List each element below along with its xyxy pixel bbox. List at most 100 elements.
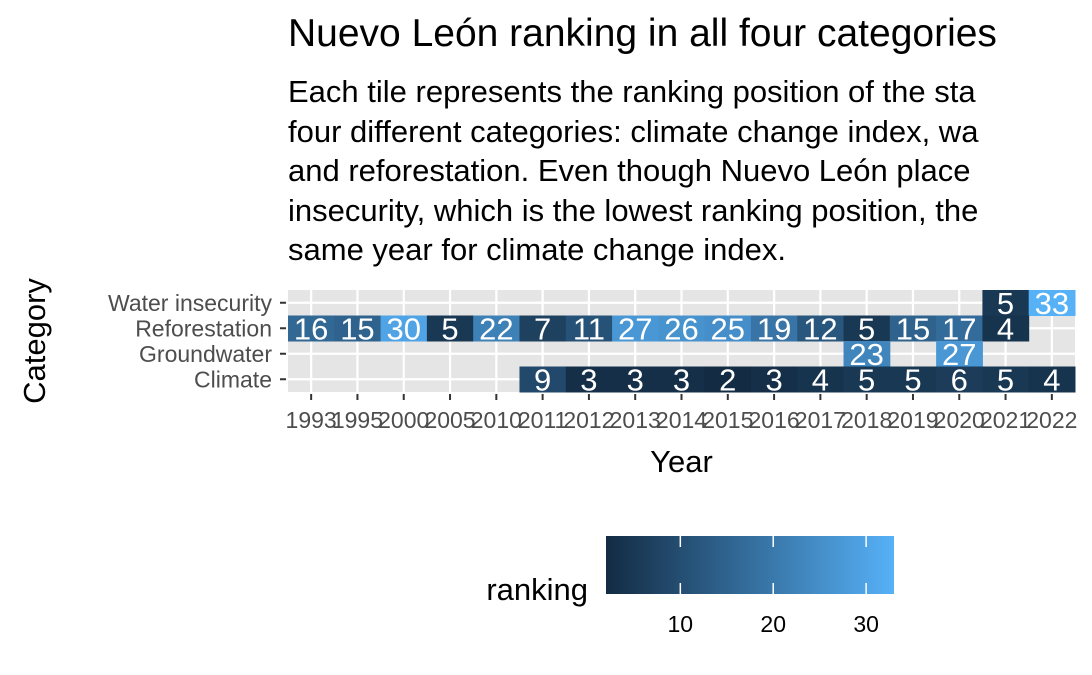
x-tick-label: 2000 bbox=[378, 407, 429, 433]
x-tick-label: 2022 bbox=[1026, 407, 1077, 433]
heatmap-tile bbox=[936, 341, 983, 367]
subtitle-line: four different categories: climate chang… bbox=[288, 113, 979, 149]
tile-value-label: 19 bbox=[757, 311, 791, 346]
legend-tick-label: 30 bbox=[853, 611, 879, 637]
x-tick-label: 2011 bbox=[518, 407, 567, 433]
legend-ticks: 10 20 30 bbox=[668, 536, 879, 637]
x-tick-label: 2010 bbox=[471, 407, 522, 433]
chart-title: Nuevo León ranking in all four categorie… bbox=[288, 12, 997, 55]
tile-value-label: 33 bbox=[1035, 286, 1069, 321]
tile-value-label: 4 bbox=[1043, 362, 1060, 397]
x-tick-label: 1993 bbox=[286, 407, 337, 433]
heatmap-tile bbox=[565, 366, 613, 393]
heatmap-tile bbox=[473, 315, 520, 342]
subtitle-line: insecurity, which is the lowest ranking … bbox=[288, 192, 979, 228]
tile-value-label: 22 bbox=[479, 311, 513, 346]
tile-value-label: 3 bbox=[765, 362, 782, 397]
x-axis: 1993199520002005201020112012201320142015… bbox=[286, 394, 1077, 433]
tile-value-label: 26 bbox=[664, 311, 698, 346]
heatmap-tile bbox=[380, 315, 428, 342]
x-tick-label: 2021 bbox=[980, 407, 1031, 433]
subtitle-line: same year for climate change index. bbox=[288, 232, 786, 267]
y-tick-label: Water insecurity bbox=[108, 290, 273, 316]
heatmap-tile bbox=[334, 315, 382, 342]
tile-value-label: 5 bbox=[904, 362, 921, 397]
x-tick-label: 2013 bbox=[610, 407, 661, 433]
heatmap-tile bbox=[936, 366, 983, 393]
x-tick-label: 2016 bbox=[749, 407, 800, 433]
tile-value-label: 7 bbox=[534, 311, 551, 346]
x-tick-label: 2005 bbox=[424, 407, 475, 433]
legend-tick-label: 20 bbox=[760, 611, 786, 637]
heatmap-tile bbox=[797, 315, 845, 342]
heatmap-tile bbox=[889, 366, 937, 393]
tile-value-label: 27 bbox=[942, 337, 976, 372]
heatmap-tile bbox=[658, 366, 706, 393]
x-axis-title: Year bbox=[650, 444, 713, 479]
heatmap-tile bbox=[936, 315, 983, 342]
heatmap-tile bbox=[982, 290, 1030, 316]
tile-value-label: 30 bbox=[386, 311, 420, 346]
y-tick-label: Climate bbox=[194, 366, 272, 392]
x-tick-label: 2015 bbox=[702, 407, 753, 433]
tile-value-label: 25 bbox=[711, 311, 745, 346]
heatmap-tile bbox=[750, 315, 798, 342]
tile-value-label: 27 bbox=[618, 311, 652, 346]
tile-value-label: 15 bbox=[340, 311, 374, 346]
x-tick-label: 2020 bbox=[934, 407, 985, 433]
heatmap-tile bbox=[982, 366, 1030, 393]
subtitle-line: and reforestation. Even though Nuevo Leó… bbox=[288, 153, 971, 188]
tile-value-label: 23 bbox=[849, 337, 883, 372]
tile-value-label: 16 bbox=[294, 311, 328, 346]
tile-value-label: 5 bbox=[858, 311, 875, 346]
heatmap-tile bbox=[843, 366, 891, 393]
heatmap-tile bbox=[426, 315, 474, 342]
tile-value-label: 15 bbox=[896, 311, 930, 346]
heatmap-tile bbox=[843, 341, 891, 367]
heatmap-tile bbox=[519, 366, 567, 393]
y-axis: Water insecurityReforestationGroundwater… bbox=[108, 290, 286, 392]
heatmap-tile bbox=[612, 366, 659, 393]
tile-value-label: 17 bbox=[942, 311, 976, 346]
tile-value-label: 3 bbox=[627, 362, 644, 397]
heatmap-tile bbox=[1028, 290, 1076, 316]
heatmap-tile bbox=[288, 315, 335, 342]
subtitle-line: Each tile represents the ranking positio… bbox=[288, 74, 976, 109]
heatmap-tile bbox=[750, 366, 798, 393]
y-tick-label: Groundwater bbox=[139, 341, 272, 367]
x-tick-label: 2017 bbox=[795, 407, 846, 433]
x-tick-label: 2012 bbox=[563, 407, 614, 433]
heatmap-tile bbox=[843, 315, 891, 342]
heatmap-tile bbox=[612, 315, 659, 342]
heatmap-tile bbox=[1028, 366, 1076, 393]
legend-colorbar bbox=[606, 536, 894, 594]
heatmap-tile bbox=[889, 315, 937, 342]
tile-value-label: 5 bbox=[997, 286, 1014, 321]
tile-value-label: 9 bbox=[534, 362, 551, 397]
heatmap-tile bbox=[565, 315, 613, 342]
chart-subtitle: Each tile represents the ranking positio… bbox=[288, 72, 978, 270]
heatmap-tile bbox=[519, 315, 567, 342]
tile-value-label: 3 bbox=[580, 362, 597, 397]
tile-value-label: 6 bbox=[951, 362, 968, 397]
y-tick-label: Reforestation bbox=[135, 315, 272, 341]
color-legend: ranking 10 20 30 bbox=[486, 536, 894, 637]
x-tick-label: 2019 bbox=[887, 407, 938, 433]
tile-value-label: 5 bbox=[858, 362, 875, 397]
x-tick-label: 2018 bbox=[841, 407, 892, 433]
y-axis-title: Category bbox=[17, 278, 52, 404]
legend-title: ranking bbox=[486, 572, 588, 607]
heatmap-tile bbox=[797, 366, 845, 393]
tile-value-label: 12 bbox=[803, 311, 837, 346]
tile-value-label: 2 bbox=[719, 362, 736, 397]
heatmap-tile bbox=[658, 315, 706, 342]
x-tick-label: 1995 bbox=[332, 407, 383, 433]
tile-value-label: 4 bbox=[812, 362, 829, 397]
tile-value-label: 11 bbox=[573, 311, 605, 346]
tile-value-label: 5 bbox=[441, 311, 458, 346]
tile-value-label: 3 bbox=[673, 362, 690, 397]
legend-tick-label: 10 bbox=[668, 611, 694, 637]
tile-value-label: 4 bbox=[997, 311, 1014, 346]
